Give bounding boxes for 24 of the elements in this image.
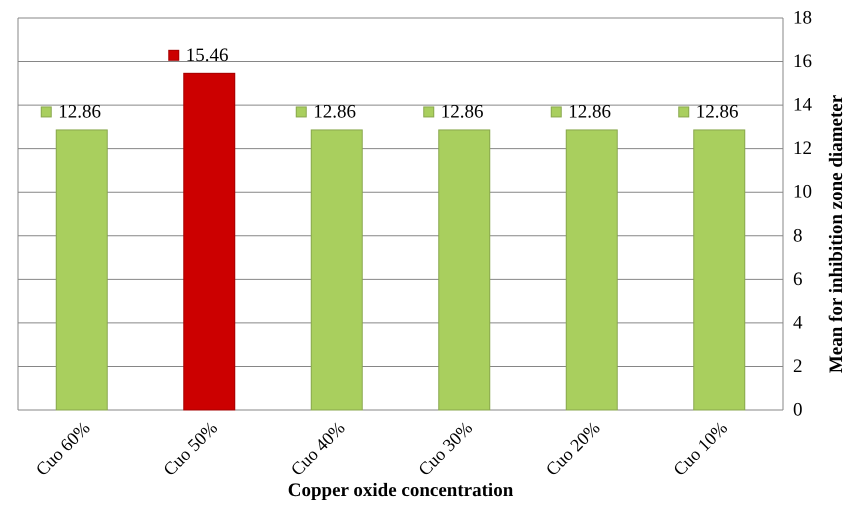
x-tick-label: Cuo 40% [286,418,349,480]
data-label: 12.86 [58,101,101,122]
x-axis-title: Copper oxide concentration [288,480,514,501]
x-tick-label: Cuo 20% [542,418,604,480]
x-tick-label: Cuo 10% [669,418,732,480]
y-tick-label: 0 [793,400,802,420]
y-tick-label: 14 [793,94,812,116]
y-tick-label: 18 [793,8,812,28]
x-tick-label: Cuo 60% [32,418,94,480]
y-tick-label: 10 [793,182,812,203]
y-tick-label: 6 [793,268,802,290]
x-tick-label: Cuo 50% [159,418,222,480]
y-tick-label: 8 [793,225,802,246]
data-label: 12.86 [696,101,738,122]
y-axis-title: Mean for inhibition zone diameter [826,94,847,374]
data-label: 12.86 [440,101,484,122]
data-label: 12.86 [568,101,611,122]
y-tick-label: 16 [793,51,812,72]
x-tick-label: Cuo 30% [414,418,476,480]
y-tick-label: 4 [793,312,803,334]
data-label: 15.46 [186,44,228,66]
y-tick-label: 2 [793,356,802,377]
data-label: 12.86 [313,101,356,122]
y-tick-label: 12 [793,138,812,160]
